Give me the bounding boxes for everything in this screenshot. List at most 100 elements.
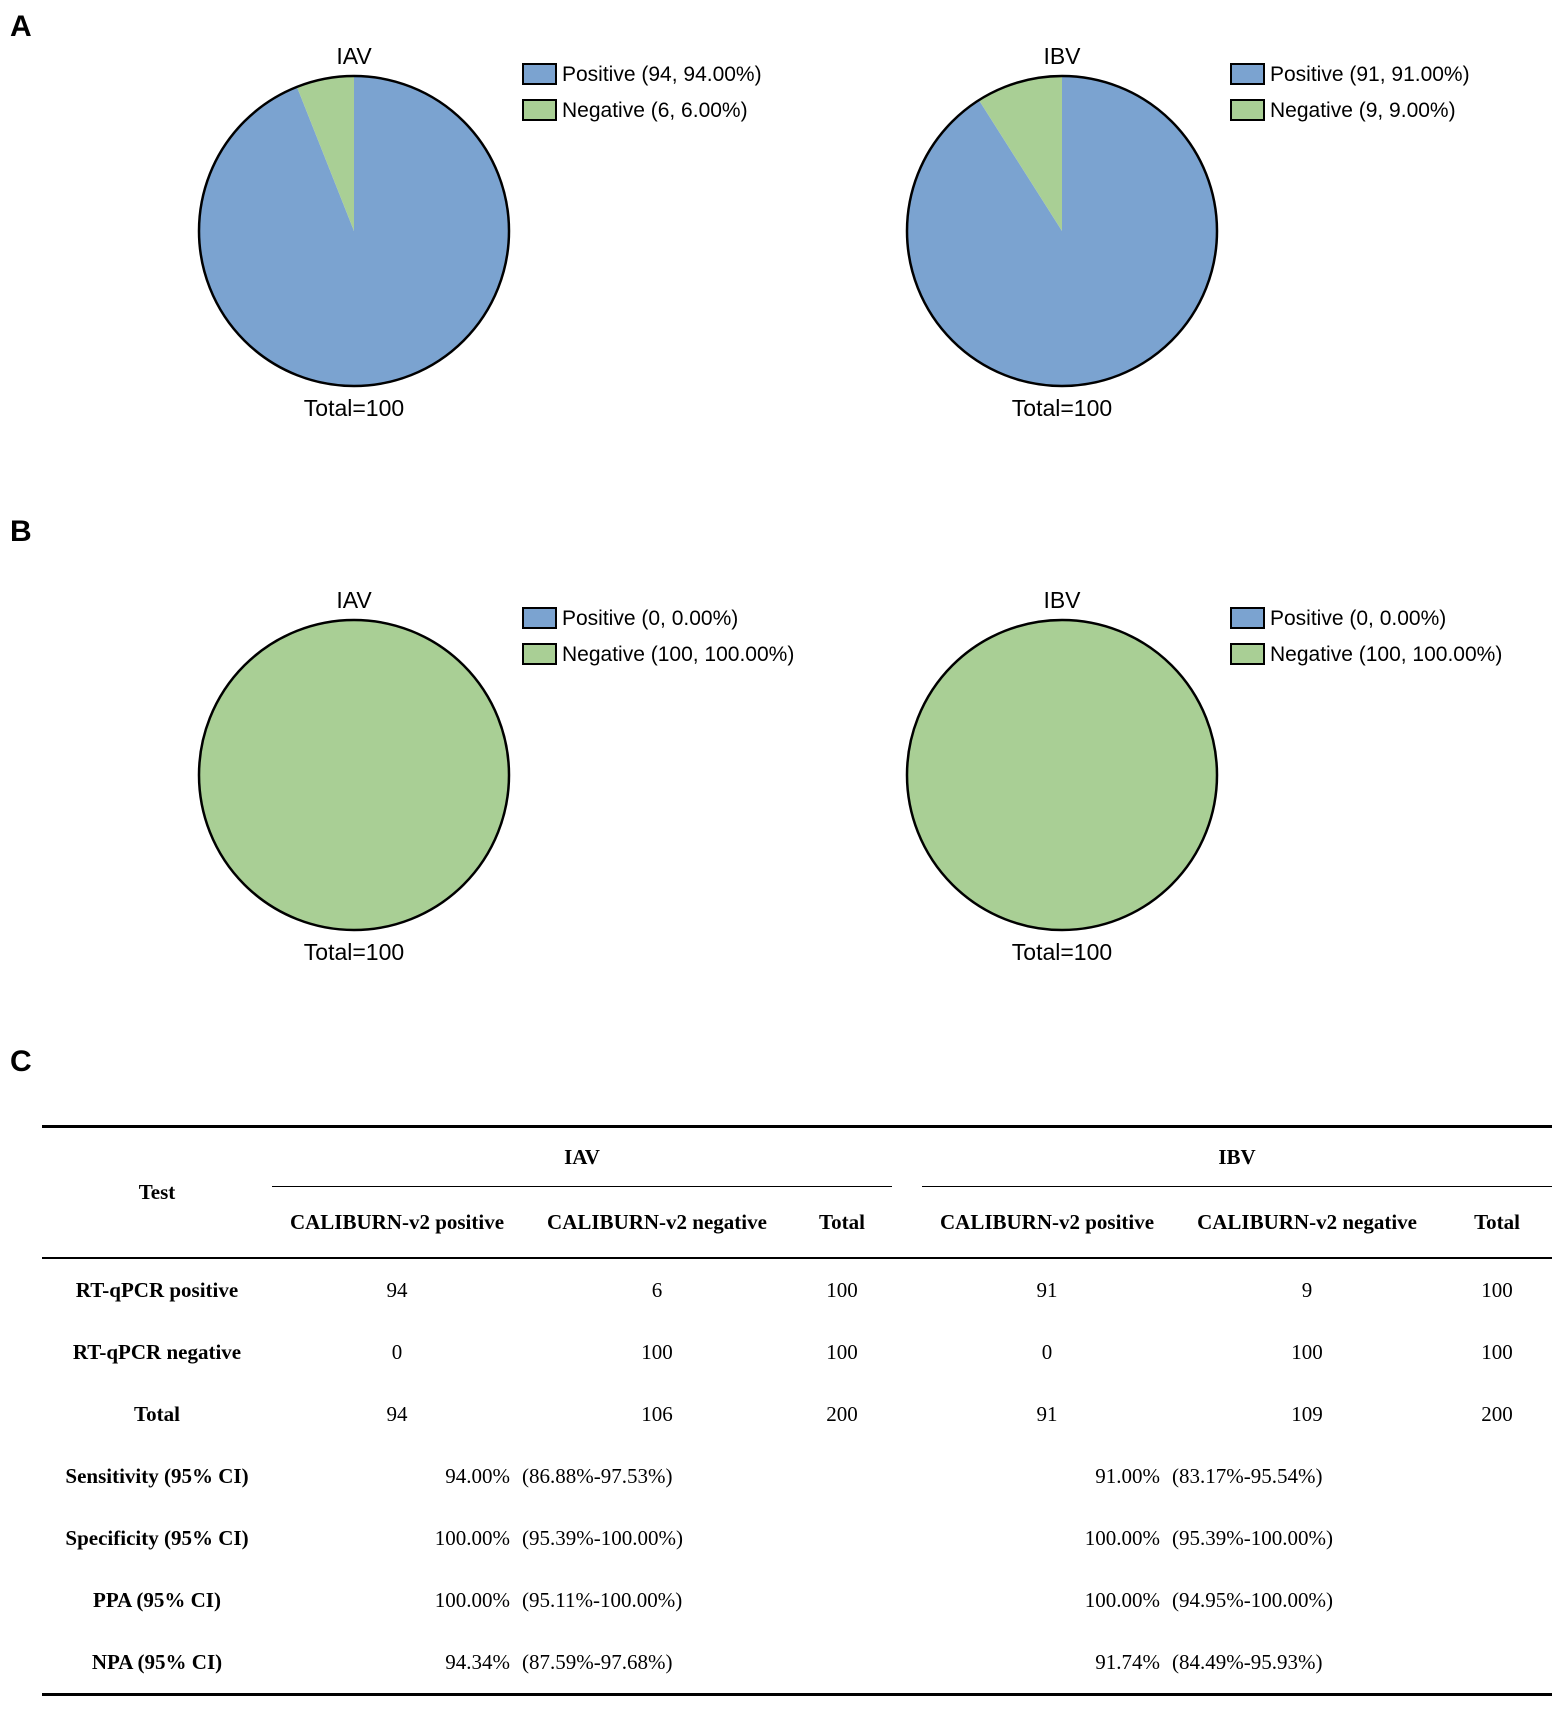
column-header: CALIBURN-v2 positive	[272, 1186, 522, 1259]
results-table-container: Test IAV IBV CALIBURN-v2 positive CALIBU…	[42, 1125, 1553, 1696]
table-cell: 94	[386, 1277, 408, 1302]
legend-label-positive: Positive (94, 94.00%)	[562, 63, 762, 86]
metric-row: Sensitivity (95% CI) 94.00% (86.88%-97.5…	[42, 1445, 1552, 1507]
pie-slice-negative	[978, 76, 1062, 231]
legend-swatch-negative	[522, 99, 557, 121]
legend-swatch-negative	[522, 643, 557, 665]
column-header: CALIBURN-v2 negative	[1172, 1186, 1443, 1259]
metric-ci: (83.17%-95.54%)	[1172, 1463, 1323, 1488]
pie-title: IBV	[1043, 43, 1081, 69]
legend-label-positive: Positive (0, 0.00%)	[562, 607, 738, 630]
row-label: RT-qPCR negative	[72, 1339, 242, 1364]
table-gap	[892, 1383, 922, 1445]
table-cell: 100	[1291, 1339, 1323, 1364]
row-label: RT-qPCR positive	[75, 1277, 239, 1302]
metric-ci: (94.95%-100.00%)	[1172, 1587, 1333, 1612]
column-header: Total	[792, 1186, 893, 1259]
table-gap	[892, 1569, 922, 1631]
table-cell: 9	[1301, 1277, 1313, 1302]
pie-chart-b-ibv: IBV Total=100 Positive (0, 0.00%) Negative …	[905, 587, 1502, 965]
empty-cell	[1442, 1445, 1552, 1507]
pie-chart-b-iav: IAV Total=100 Positive (0, 0.00%) Negative …	[197, 587, 794, 965]
metric-value: 100.00%	[1084, 1587, 1161, 1612]
empty-cell	[792, 1445, 892, 1507]
empty-cell	[792, 1507, 892, 1569]
table-cell: 200	[826, 1401, 858, 1426]
legend-swatch-positive	[1230, 607, 1265, 629]
table-row: RT-qPCR negative 0 100 100 0 100 100	[42, 1321, 1552, 1383]
table-cell: 200	[1481, 1401, 1513, 1426]
row-label: Total	[134, 1401, 180, 1426]
metric-row: Specificity (95% CI) 100.00% (95.39%-100…	[42, 1507, 1552, 1569]
table-gap	[892, 1445, 922, 1507]
legend-label-positive: Positive (91, 91.00%)	[1270, 63, 1470, 86]
metric-ci: (86.88%-97.53%)	[522, 1463, 673, 1488]
legend-label-negative: Negative (9, 9.00%)	[1270, 99, 1456, 122]
metric-label: Sensitivity (95% CI)	[65, 1463, 249, 1488]
metric-ci: (87.59%-97.68%)	[522, 1631, 792, 1696]
metric-value: 100.00%	[434, 1587, 510, 1612]
legend-label-negative: Negative (100, 100.00%)	[562, 643, 794, 666]
table-cell: 0	[1041, 1339, 1053, 1364]
table-cell: 100	[1481, 1339, 1513, 1364]
table-gap	[892, 1258, 922, 1321]
table-row: RT-qPCR positive 94 6 100 91 9 100	[42, 1258, 1552, 1321]
pie-outline	[905, 618, 1219, 932]
legend-label-positive: Positive (0, 0.00%)	[1270, 607, 1446, 630]
table-cell: 100	[641, 1339, 673, 1364]
empty-cell	[792, 1631, 893, 1696]
table-cell: 91	[1036, 1401, 1058, 1426]
group-gap	[892, 1125, 923, 1187]
pie-outline	[905, 74, 1219, 388]
table-cell: 94	[386, 1401, 408, 1426]
metric-label: NPA (95% CI)	[42, 1631, 272, 1696]
pie-total-label: Total=100	[304, 395, 404, 421]
pie-outline	[197, 618, 511, 932]
metric-label: Specificity (95% CI)	[65, 1525, 249, 1550]
group-header-iav: IAV	[272, 1125, 893, 1187]
empty-cell	[1442, 1569, 1552, 1631]
metric-value: 94.00%	[445, 1463, 510, 1488]
table-cell: 109	[1291, 1401, 1323, 1426]
empty-cell	[1442, 1631, 1553, 1696]
metric-ci: (95.11%-100.00%)	[522, 1587, 683, 1612]
pie-charts-area: IAV Total=100 Positive (94, 94.00%) Negativ…	[197, 43, 1502, 965]
metric-value: 100.00%	[434, 1525, 510, 1550]
pie-title: IAV	[336, 43, 372, 69]
pie-slice-negative	[199, 620, 509, 930]
pie-outline	[197, 74, 511, 388]
panel-label-b: B	[10, 515, 32, 548]
metric-row: NPA (95% CI) 94.34% (87.59%-97.68%) 91.7…	[42, 1631, 1553, 1696]
metric-ci: (95.39%-100.00%)	[1172, 1525, 1333, 1550]
table-gap	[892, 1321, 922, 1383]
panel-label-a: A	[10, 10, 32, 43]
pie-title: IBV	[1043, 587, 1081, 613]
panel-label-c: C	[10, 1045, 32, 1078]
table-cell: 100	[1481, 1277, 1513, 1302]
group-header-ibv: IBV	[922, 1125, 1553, 1187]
table-cell: 106	[641, 1401, 673, 1426]
pie-total-label: Total=100	[1012, 395, 1112, 421]
metric-value: 91.74%	[922, 1631, 1173, 1696]
legend-swatch-negative	[1230, 643, 1265, 665]
pie-total-label: Total=100	[1012, 939, 1112, 965]
legend-swatch-positive	[522, 607, 557, 629]
column-header: CALIBURN-v2 positive	[922, 1186, 1173, 1259]
pie-title: IAV	[336, 587, 372, 613]
legend-swatch-positive	[522, 63, 557, 85]
metric-value: 100.00%	[1084, 1525, 1161, 1550]
column-gap	[892, 1186, 923, 1259]
table-cell: 91	[1036, 1277, 1058, 1302]
pie-slice-negative	[296, 76, 354, 231]
legend-label-negative: Negative (100, 100.00%)	[1270, 643, 1502, 666]
table-cell: 6	[651, 1277, 663, 1302]
pie-slice-negative	[907, 620, 1217, 930]
column-header: CALIBURN-v2 negative	[522, 1186, 792, 1259]
metric-value: 94.34%	[272, 1631, 522, 1696]
table-cell: 100	[826, 1277, 858, 1302]
table-gap	[892, 1507, 922, 1569]
legend-label-negative: Negative (6, 6.00%)	[562, 99, 748, 122]
table-row: Total 94 106 200 91 109 200	[42, 1383, 1552, 1445]
pie-total-label: Total=100	[304, 939, 404, 965]
pie-chart-a-iav: IAV Total=100 Positive (94, 94.00%) Negativ…	[197, 43, 762, 421]
